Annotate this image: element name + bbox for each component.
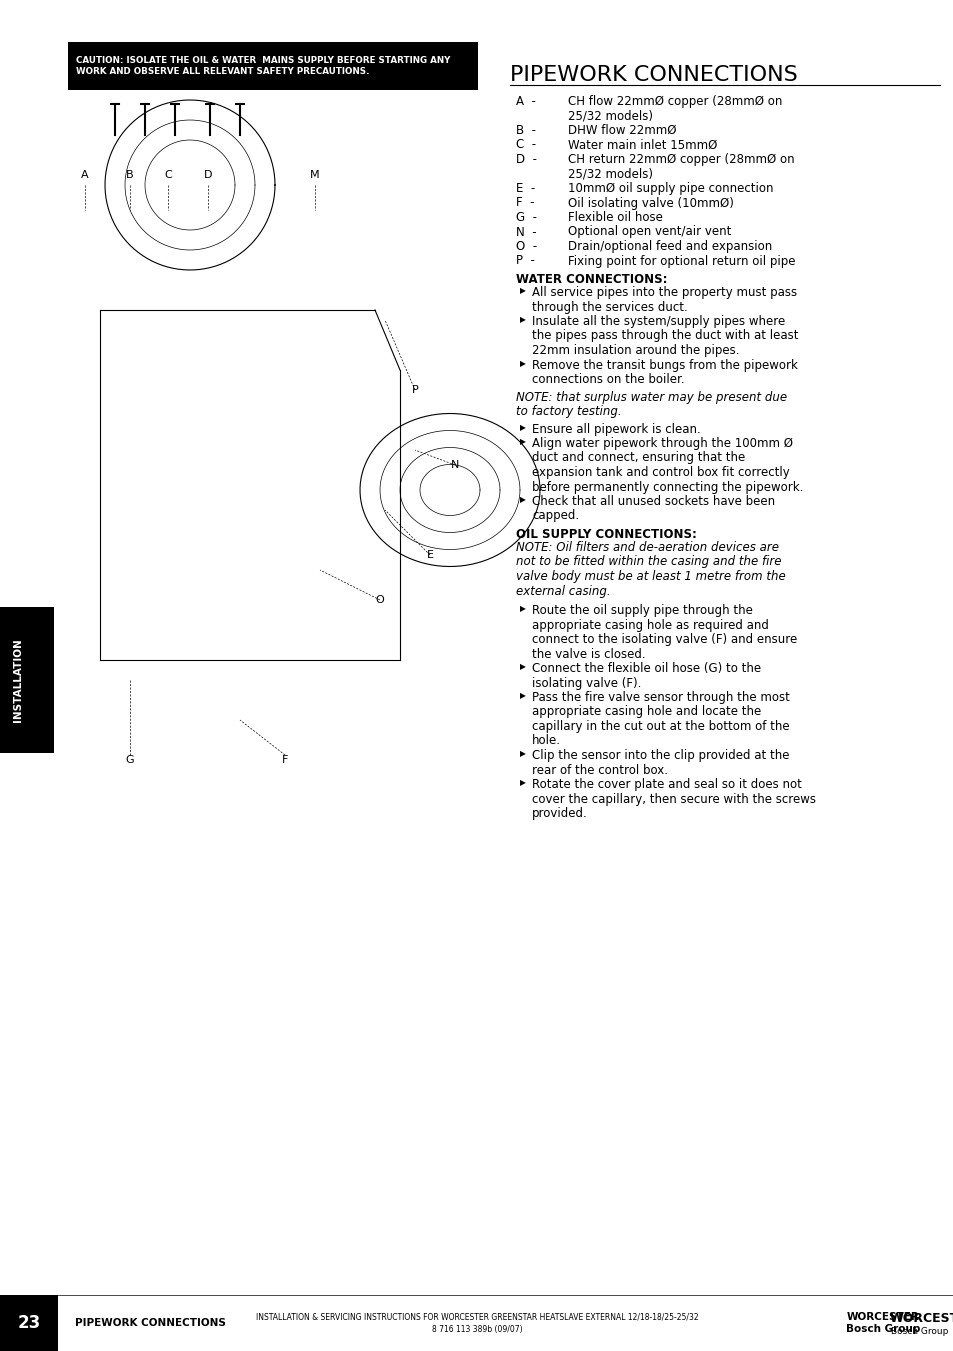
- Text: capped.: capped.: [532, 509, 578, 523]
- Text: Oil isolating valve (10mmØ): Oil isolating valve (10mmØ): [567, 196, 733, 209]
- Text: ▶: ▶: [519, 423, 525, 432]
- Text: C  -: C -: [516, 139, 536, 151]
- Text: ▶: ▶: [519, 750, 525, 758]
- Text: Route the oil supply pipe through the: Route the oil supply pipe through the: [532, 604, 752, 617]
- Text: Insulate all the system/supply pipes where: Insulate all the system/supply pipes whe…: [532, 315, 784, 328]
- Text: Flexible oil hose: Flexible oil hose: [567, 211, 662, 224]
- Text: P: P: [411, 385, 418, 394]
- Text: E: E: [426, 550, 433, 561]
- Text: through the services duct.: through the services duct.: [532, 300, 687, 313]
- Text: ▶: ▶: [519, 359, 525, 367]
- Text: A  -: A -: [516, 95, 536, 108]
- Text: ▶: ▶: [519, 496, 525, 504]
- Text: connect to the isolating valve (F) and ensure: connect to the isolating valve (F) and e…: [532, 634, 797, 646]
- FancyBboxPatch shape: [0, 1296, 58, 1351]
- Text: CH flow 22mmØ copper (28mmØ on: CH flow 22mmØ copper (28mmØ on: [567, 95, 781, 108]
- Text: WORCESTER
Bosch Group: WORCESTER Bosch Group: [844, 1312, 919, 1333]
- Text: appropriate casing hole and locate the: appropriate casing hole and locate the: [532, 705, 760, 719]
- Text: A: A: [81, 170, 89, 180]
- Text: not to be fitted within the casing and the fire: not to be fitted within the casing and t…: [516, 555, 781, 569]
- Text: PIPEWORK CONNECTIONS: PIPEWORK CONNECTIONS: [75, 1319, 226, 1328]
- Text: to factory testing.: to factory testing.: [516, 405, 621, 417]
- Text: capillary in the cut out at the bottom of the: capillary in the cut out at the bottom o…: [532, 720, 789, 734]
- Text: ▶: ▶: [519, 778, 525, 788]
- Text: Remove the transit bungs from the pipework: Remove the transit bungs from the pipewo…: [532, 358, 797, 372]
- Text: Pass the fire valve sensor through the most: Pass the fire valve sensor through the m…: [532, 690, 789, 704]
- Text: O: O: [375, 594, 384, 605]
- Text: ▶: ▶: [519, 692, 525, 701]
- Text: expansion tank and control box fit correctly: expansion tank and control box fit corre…: [532, 466, 789, 480]
- Text: INSTALLATION: INSTALLATION: [13, 638, 23, 721]
- Text: Align water pipework through the 100mm Ø: Align water pipework through the 100mm Ø: [532, 436, 792, 450]
- Text: duct and connect, ensuring that the: duct and connect, ensuring that the: [532, 451, 744, 465]
- Text: the valve is closed.: the valve is closed.: [532, 647, 645, 661]
- Text: ▶: ▶: [519, 604, 525, 613]
- Text: M: M: [310, 170, 319, 180]
- Text: WATER CONNECTIONS:: WATER CONNECTIONS:: [516, 273, 667, 286]
- Text: connections on the boiler.: connections on the boiler.: [532, 373, 684, 386]
- Text: Ensure all pipework is clean.: Ensure all pipework is clean.: [532, 423, 700, 435]
- Text: E  -: E -: [516, 182, 535, 195]
- Text: the pipes pass through the duct with at least: the pipes pass through the duct with at …: [532, 330, 798, 343]
- Text: D: D: [204, 170, 212, 180]
- Text: 23: 23: [17, 1315, 41, 1332]
- Text: ▶: ▶: [519, 286, 525, 296]
- Text: isolating valve (F).: isolating valve (F).: [532, 677, 640, 689]
- Text: 10mmØ oil supply pipe connection: 10mmØ oil supply pipe connection: [567, 182, 773, 195]
- Text: G: G: [126, 755, 134, 765]
- Text: F  -: F -: [516, 196, 534, 209]
- Text: 25/32 models): 25/32 models): [567, 168, 652, 181]
- Text: 25/32 models): 25/32 models): [567, 109, 652, 123]
- Text: G  -: G -: [516, 211, 537, 224]
- Text: DHW flow 22mmØ: DHW flow 22mmØ: [567, 124, 676, 136]
- Text: C: C: [164, 170, 172, 180]
- Text: Clip the sensor into the clip provided at the: Clip the sensor into the clip provided a…: [532, 748, 789, 762]
- Text: appropriate casing hole as required and: appropriate casing hole as required and: [532, 619, 768, 631]
- Text: O  -: O -: [516, 240, 537, 253]
- Text: PIPEWORK CONNECTIONS: PIPEWORK CONNECTIONS: [510, 65, 797, 85]
- Text: Bosch Group: Bosch Group: [890, 1327, 947, 1336]
- Text: F: F: [281, 755, 288, 765]
- Text: provided.: provided.: [532, 807, 587, 820]
- Text: valve body must be at least 1 metre from the: valve body must be at least 1 metre from…: [516, 570, 785, 584]
- Text: ▶: ▶: [519, 438, 525, 446]
- Text: Rotate the cover plate and seal so it does not: Rotate the cover plate and seal so it do…: [532, 778, 801, 790]
- FancyBboxPatch shape: [68, 42, 477, 91]
- Text: P  -: P -: [516, 254, 535, 267]
- Text: B  -: B -: [516, 124, 536, 136]
- Text: Fixing point for optional return oil pipe: Fixing point for optional return oil pip…: [567, 254, 795, 267]
- Text: Drain/optional feed and expansion: Drain/optional feed and expansion: [567, 240, 771, 253]
- Text: N  -: N -: [516, 226, 536, 239]
- Text: NOTE: that surplus water may be present due: NOTE: that surplus water may be present …: [516, 390, 786, 404]
- Text: Check that all unused sockets have been: Check that all unused sockets have been: [532, 494, 774, 508]
- Text: hole.: hole.: [532, 735, 560, 747]
- Text: ▶: ▶: [519, 316, 525, 324]
- Text: Connect the flexible oil hose (G) to the: Connect the flexible oil hose (G) to the: [532, 662, 760, 676]
- Text: 22mm insulation around the pipes.: 22mm insulation around the pipes.: [532, 345, 739, 357]
- Text: ▶: ▶: [519, 662, 525, 671]
- Text: N: N: [451, 459, 458, 470]
- Text: before permanently connecting the pipework.: before permanently connecting the pipewo…: [532, 481, 802, 493]
- Text: CAUTION: ISOLATE THE OIL & WATER  MAINS SUPPLY BEFORE STARTING ANY
WORK AND OBSE: CAUTION: ISOLATE THE OIL & WATER MAINS S…: [76, 55, 450, 77]
- Text: CH return 22mmØ copper (28mmØ on: CH return 22mmØ copper (28mmØ on: [567, 153, 794, 166]
- Text: B: B: [126, 170, 133, 180]
- Text: Water main inlet 15mmØ: Water main inlet 15mmØ: [567, 139, 717, 151]
- Text: rear of the control box.: rear of the control box.: [532, 763, 667, 777]
- Text: external casing.: external casing.: [516, 585, 610, 597]
- Text: Optional open vent/air vent: Optional open vent/air vent: [567, 226, 731, 239]
- Text: NOTE: Oil filters and de-aeration devices are: NOTE: Oil filters and de-aeration device…: [516, 540, 779, 554]
- Text: INSTALLATION & SERVICING INSTRUCTIONS FOR WORCESTER GREENSTAR HEATSLAVE EXTERNAL: INSTALLATION & SERVICING INSTRUCTIONS FO…: [255, 1312, 698, 1333]
- Text: All service pipes into the property must pass: All service pipes into the property must…: [532, 286, 797, 299]
- Text: WORCESTER: WORCESTER: [889, 1312, 953, 1324]
- Text: D  -: D -: [516, 153, 537, 166]
- Text: OIL SUPPLY CONNECTIONS:: OIL SUPPLY CONNECTIONS:: [516, 528, 696, 540]
- Text: cover the capillary, then secure with the screws: cover the capillary, then secure with th…: [532, 793, 815, 805]
